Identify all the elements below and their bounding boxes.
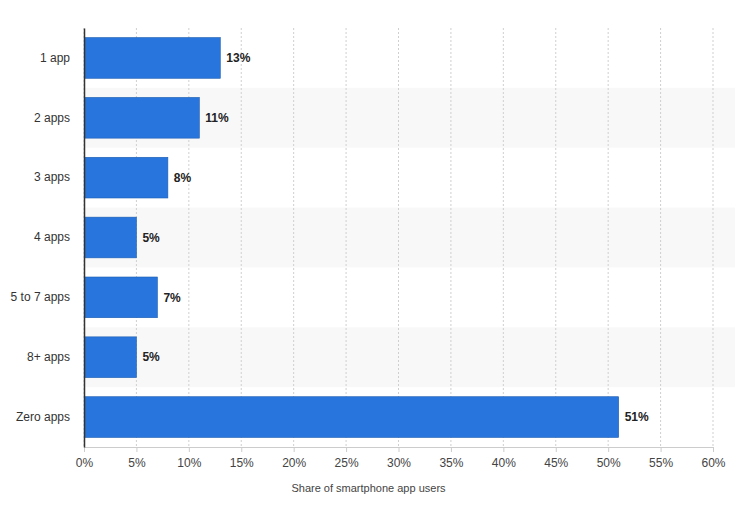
y-axis: 1 app 2 apps 3 apps 4 apps 5 to 7 apps 8+ app… [11, 29, 85, 448]
x-tick-mark [556, 447, 557, 452]
row-stripe [84, 208, 735, 268]
x-tick-label: 45% [544, 456, 568, 470]
grid-line [555, 28, 556, 447]
y-tick-label: 8+ apps [27, 350, 70, 364]
x-tick-label: 25% [335, 456, 359, 470]
y-tick-label: 5 to 7 apps [11, 290, 70, 304]
grid-line [660, 28, 661, 447]
x-axis-title: Share of smartphone app users [291, 482, 446, 494]
row-stripes [84, 88, 735, 387]
x-tick-mark [713, 447, 714, 452]
y-tick: 5 to 7 apps [11, 290, 84, 304]
x-tick: 15% [230, 447, 254, 470]
x-tick-mark [608, 447, 609, 452]
bar [84, 157, 168, 198]
x-tick: 30% [387, 447, 411, 470]
x-tick: 0% [76, 447, 94, 470]
y-tick: Zero apps [16, 410, 84, 424]
x-tick-label: 20% [282, 456, 306, 470]
x-tick-label: 55% [649, 456, 673, 470]
row-stripe [84, 88, 735, 148]
y-tick: 2 apps [34, 111, 84, 125]
bar [84, 38, 220, 79]
y-tick-label: 1 app [40, 51, 70, 65]
x-tick-label: 35% [439, 456, 463, 470]
x-tick-mark [84, 447, 85, 452]
grid-line [84, 28, 85, 447]
data-label: 13% [226, 51, 250, 65]
grid-line [450, 28, 451, 447]
chart: 13% 11% 8% 5% 7% 5% 51% 0% 5% 10% 15% 20% 25% 30% 35% 4… [0, 0, 735, 513]
y-tick: 4 apps [34, 230, 84, 244]
y-tick-label: 3 apps [34, 170, 70, 184]
x-tick-mark [503, 447, 504, 452]
x-tick: 10% [177, 447, 201, 470]
x-tick-label: 60% [701, 456, 725, 470]
bar [84, 97, 199, 138]
x-tick: 40% [492, 447, 516, 470]
x-tick: 50% [597, 447, 621, 470]
x-tick-label: 50% [597, 456, 621, 470]
plot: 13% 11% 8% 5% 7% 5% 51% 0% 5% 10% 15% 20% 25% 30% 35% 4… [11, 28, 735, 470]
x-tick-label: 40% [492, 456, 516, 470]
x-tick-label: 5% [128, 456, 146, 470]
grid-line [608, 28, 609, 447]
grid-line [713, 28, 714, 447]
x-tick: 55% [649, 447, 673, 470]
x-axis-line [85, 448, 714, 453]
x-tick-mark [189, 447, 190, 452]
grid-line [398, 28, 399, 447]
x-tick: 20% [282, 447, 306, 470]
x-tick: 35% [439, 447, 463, 470]
x-tick-mark [399, 447, 400, 452]
x-axis: 0% 5% 10% 15% 20% 25% 30% 35% 40% 45% 50% 55% 60% [76, 447, 726, 470]
y-tick-label: Zero apps [16, 410, 70, 424]
x-tick-label: 30% [387, 456, 411, 470]
x-tick: 25% [335, 447, 359, 470]
y-tick-label: 2 apps [34, 111, 70, 125]
y-tick: 3 apps [34, 170, 84, 184]
x-tick-label: 0% [76, 456, 94, 470]
x-tick-mark [294, 447, 295, 452]
bar [84, 337, 136, 378]
grid [84, 28, 713, 447]
x-tick: 45% [544, 447, 568, 470]
y-tick-label: 4 apps [34, 230, 70, 244]
data-label: 7% [163, 291, 181, 305]
grid-line [346, 28, 347, 447]
data-labels: 13% 11% 8% 5% 7% 5% 51% [142, 51, 649, 424]
x-tick-label: 15% [230, 456, 254, 470]
bars [84, 38, 619, 438]
bar [84, 217, 136, 258]
x-tick-mark [661, 447, 662, 452]
data-label: 51% [625, 410, 649, 424]
y-axis-line [84, 29, 86, 448]
grid-line [188, 28, 189, 447]
x-tick-mark [241, 447, 242, 452]
data-label: 11% [205, 111, 229, 125]
row-stripe [84, 327, 735, 387]
x-tick-mark [136, 447, 137, 452]
grid-line [293, 28, 294, 447]
grid-line [503, 28, 504, 447]
bar [84, 397, 619, 438]
y-tick: 8+ apps [27, 350, 84, 364]
x-tick-mark [346, 447, 347, 452]
y-tick: 1 app [40, 51, 84, 65]
x-tick: 5% [128, 447, 146, 470]
data-label: 8% [174, 171, 192, 185]
data-label: 5% [142, 350, 160, 364]
grid-line [241, 28, 242, 447]
bar [84, 277, 157, 318]
x-tick-mark [451, 447, 452, 452]
x-tick-label: 10% [177, 456, 201, 470]
data-label: 5% [142, 231, 160, 245]
x-tick: 60% [701, 447, 725, 470]
